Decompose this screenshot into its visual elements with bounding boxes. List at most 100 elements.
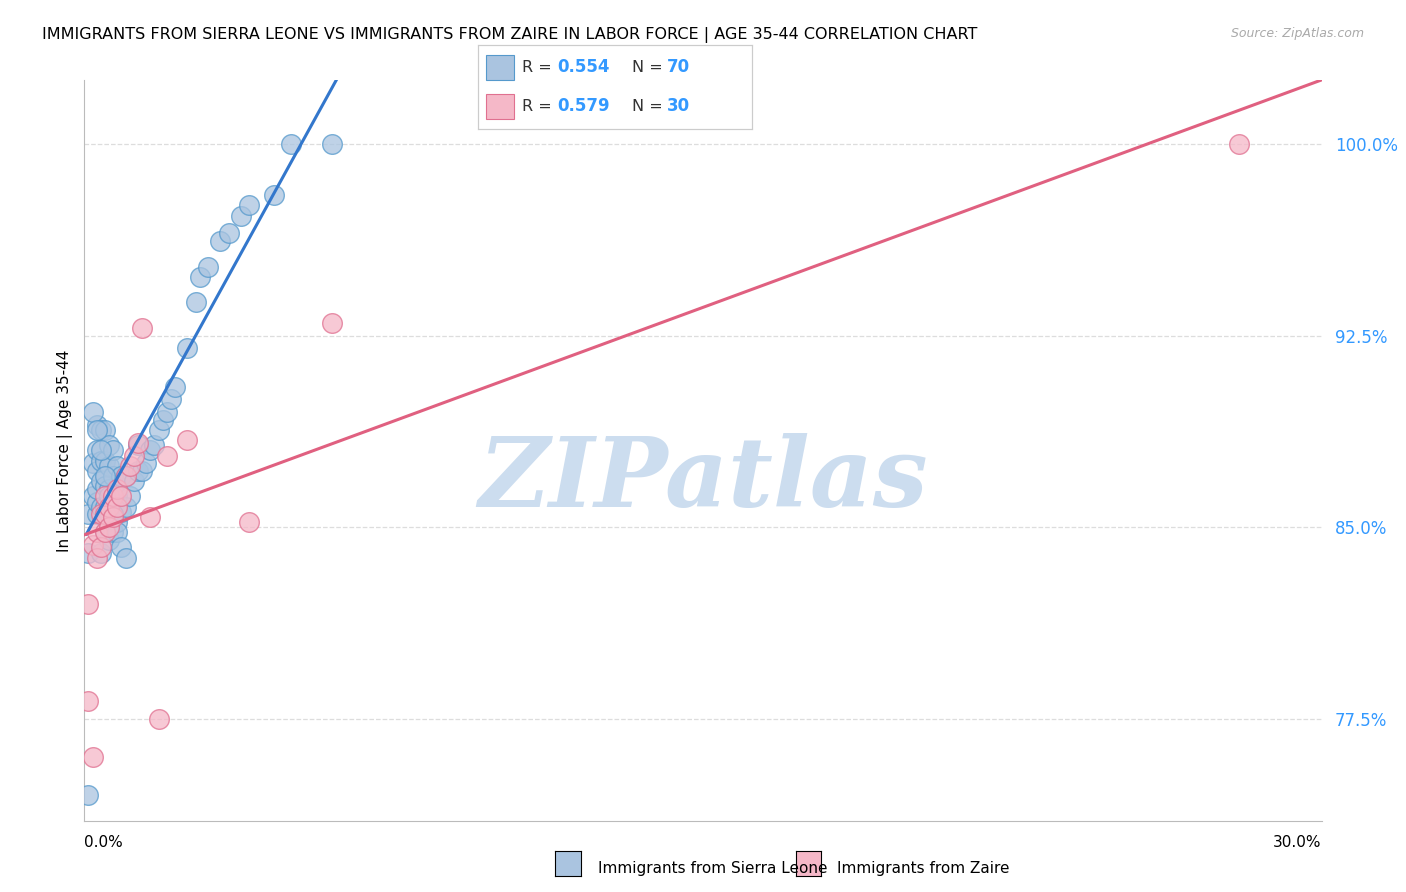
Point — [98, 520, 121, 534]
Text: Immigrants from Sierra Leone: Immigrants from Sierra Leone — [598, 861, 827, 876]
Point — [77, 508, 100, 522]
Point — [98, 490, 121, 504]
Point — [90, 474, 112, 488]
Point — [86, 464, 108, 478]
Point — [105, 490, 128, 504]
Point — [94, 469, 117, 483]
Point — [105, 525, 128, 540]
Point — [280, 137, 302, 152]
Point — [114, 500, 136, 514]
Point — [90, 541, 112, 555]
Point — [156, 405, 179, 419]
Point — [86, 443, 108, 458]
Point — [103, 490, 125, 504]
Point — [82, 490, 104, 504]
Text: ZIPatlas: ZIPatlas — [478, 434, 928, 527]
Point — [188, 269, 211, 284]
Point — [86, 550, 108, 565]
Point — [105, 515, 128, 529]
Point — [131, 464, 153, 478]
FancyBboxPatch shape — [486, 94, 513, 120]
Point — [94, 453, 117, 467]
Point — [148, 423, 170, 437]
Point — [98, 508, 121, 522]
FancyBboxPatch shape — [486, 54, 513, 80]
Point — [103, 508, 125, 522]
Point — [118, 490, 141, 504]
Point — [94, 490, 117, 504]
Point — [176, 434, 198, 448]
Point — [82, 456, 104, 470]
Point — [94, 508, 117, 522]
Point — [103, 443, 125, 458]
Point — [105, 482, 128, 496]
Point — [103, 525, 125, 540]
Text: Source: ZipAtlas.com: Source: ZipAtlas.com — [1230, 27, 1364, 40]
Point — [110, 541, 132, 555]
Point — [127, 435, 149, 450]
Point — [110, 490, 132, 504]
Point — [86, 423, 108, 437]
Point — [90, 443, 112, 458]
Point — [94, 423, 117, 437]
Point — [98, 482, 121, 496]
Point — [103, 500, 125, 514]
Point — [209, 234, 232, 248]
Point — [105, 458, 128, 473]
Text: 0.554: 0.554 — [558, 59, 610, 77]
Point — [118, 458, 141, 473]
Point — [77, 545, 100, 559]
Point — [86, 525, 108, 540]
Point — [82, 405, 104, 419]
Point — [90, 453, 112, 467]
Point — [98, 533, 121, 547]
Point — [82, 749, 104, 764]
Point — [90, 508, 112, 522]
Text: R =: R = — [522, 99, 557, 114]
Point — [103, 509, 125, 524]
Point — [114, 469, 136, 483]
Point — [105, 500, 128, 514]
Point — [103, 469, 125, 483]
Point — [127, 464, 149, 478]
Text: 0.579: 0.579 — [558, 97, 610, 115]
Text: 30.0%: 30.0% — [1274, 836, 1322, 850]
Point — [110, 505, 132, 519]
Point — [90, 423, 112, 437]
Point — [148, 712, 170, 726]
Point — [86, 417, 108, 432]
Text: R =: R = — [522, 60, 557, 75]
Point — [82, 538, 104, 552]
Point — [143, 438, 166, 452]
Text: N =: N = — [631, 99, 668, 114]
Point — [135, 456, 157, 470]
Text: Immigrants from Zaire: Immigrants from Zaire — [837, 861, 1010, 876]
Point — [94, 525, 117, 540]
Point — [110, 469, 132, 483]
Point — [1227, 137, 1250, 152]
Point — [165, 379, 187, 393]
Point — [86, 508, 108, 522]
Y-axis label: In Labor Force | Age 35-44: In Labor Force | Age 35-44 — [58, 350, 73, 551]
Point — [122, 449, 145, 463]
Point — [122, 474, 145, 488]
Point — [321, 137, 343, 152]
Point — [90, 500, 112, 514]
Point — [263, 188, 285, 202]
Point — [131, 321, 153, 335]
Point — [90, 545, 112, 559]
Text: 0.0%: 0.0% — [84, 836, 124, 850]
Point — [98, 438, 121, 452]
Point — [176, 342, 198, 356]
Point — [94, 500, 117, 514]
Text: 30: 30 — [668, 97, 690, 115]
Text: N =: N = — [631, 60, 668, 75]
Point — [139, 509, 162, 524]
Text: 70: 70 — [668, 59, 690, 77]
Point — [197, 260, 219, 274]
Point — [238, 198, 260, 212]
Point — [77, 788, 100, 802]
Point — [229, 209, 252, 223]
Point — [94, 525, 117, 540]
Point — [152, 413, 174, 427]
